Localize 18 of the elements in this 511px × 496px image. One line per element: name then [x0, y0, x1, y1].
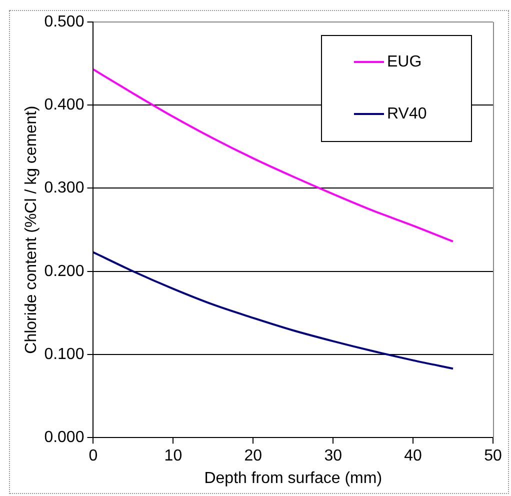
x-tick-label: 40: [404, 448, 422, 465]
legend-label: RV40: [387, 105, 427, 122]
x-tick-label: 30: [324, 448, 342, 465]
y-tick-label: 0.000: [44, 429, 84, 446]
line-series: [93, 68, 454, 242]
x-tick-label: 10: [164, 448, 182, 465]
y-tick-label: 0.400: [44, 96, 84, 114]
legend-label: EUG: [387, 53, 422, 70]
y-tick-label: 0.200: [44, 262, 84, 280]
line-series: [93, 251, 454, 370]
x-tick-label: 20: [244, 448, 262, 465]
y-tick-label: 0.500: [44, 13, 84, 30]
y-tick-label: 0.100: [44, 346, 84, 363]
x-axis-title: Depth from surface (mm): [204, 470, 382, 487]
y-tick-label: 0.300: [44, 180, 84, 197]
x-tick-label: 0: [88, 448, 98, 465]
y-axis-title: Chloride content (%Cl / kg cement): [23, 106, 40, 354]
x-tick-label: 50: [484, 448, 502, 465]
